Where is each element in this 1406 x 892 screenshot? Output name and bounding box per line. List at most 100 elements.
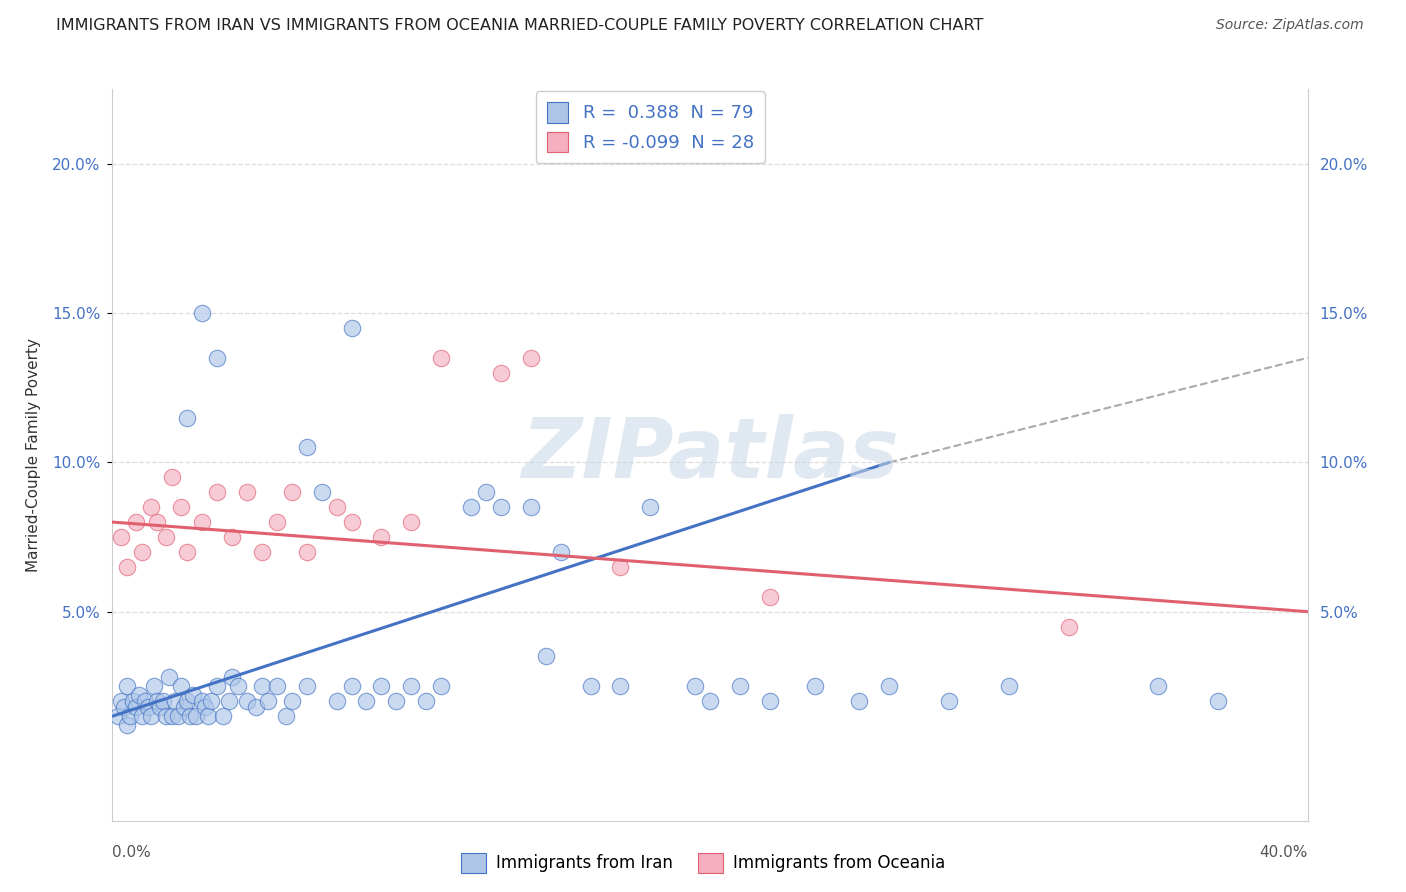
Point xyxy=(122,694,145,708)
Point xyxy=(281,694,304,708)
Point xyxy=(325,500,347,515)
Point xyxy=(848,694,870,708)
Point xyxy=(356,694,378,708)
Point xyxy=(250,545,273,559)
Point xyxy=(415,694,437,708)
Point xyxy=(170,679,193,693)
Point xyxy=(149,700,172,714)
Point xyxy=(205,351,228,365)
Point xyxy=(274,709,297,723)
Point xyxy=(699,694,721,708)
Point xyxy=(609,679,631,693)
Point xyxy=(176,410,198,425)
Point xyxy=(114,700,135,714)
Point xyxy=(107,709,129,723)
Point xyxy=(218,694,240,708)
Point xyxy=(128,688,150,702)
Point xyxy=(401,515,423,529)
Point xyxy=(167,709,190,723)
Point xyxy=(803,679,825,693)
Point xyxy=(191,694,214,708)
Point xyxy=(138,700,160,714)
Point xyxy=(155,709,177,723)
Point xyxy=(125,515,148,529)
Point xyxy=(534,649,557,664)
Point xyxy=(157,670,180,684)
Point xyxy=(1206,694,1229,708)
Point xyxy=(125,700,148,714)
Point xyxy=(170,500,193,515)
Point xyxy=(460,500,482,515)
Point xyxy=(489,500,512,515)
Point xyxy=(186,709,208,723)
Point xyxy=(141,709,163,723)
Point xyxy=(205,679,228,693)
Point xyxy=(520,351,543,365)
Point xyxy=(146,694,169,708)
Point xyxy=(226,679,249,693)
Point xyxy=(266,515,288,529)
Point xyxy=(212,709,235,723)
Point xyxy=(173,700,195,714)
Point xyxy=(385,694,408,708)
Point xyxy=(194,700,217,714)
Point xyxy=(401,679,423,693)
Point xyxy=(221,530,243,544)
Text: IMMIGRANTS FROM IRAN VS IMMIGRANTS FROM OCEANIA MARRIED-COUPLE FAMILY POVERTY CO: IMMIGRANTS FROM IRAN VS IMMIGRANTS FROM … xyxy=(56,18,984,33)
Point xyxy=(340,321,363,335)
Point xyxy=(152,694,174,708)
Point xyxy=(728,679,751,693)
Point xyxy=(155,530,177,544)
Legend: R =  0.388  N = 79, R = -0.099  N = 28: R = 0.388 N = 79, R = -0.099 N = 28 xyxy=(536,91,765,163)
Text: 0.0%: 0.0% xyxy=(112,845,152,860)
Point xyxy=(683,679,706,693)
Point xyxy=(266,679,288,693)
Point xyxy=(205,485,228,500)
Point xyxy=(325,694,347,708)
Y-axis label: Married-Couple Family Poverty: Married-Couple Family Poverty xyxy=(27,338,41,572)
Point xyxy=(131,709,153,723)
Point xyxy=(489,366,512,380)
Point xyxy=(245,700,267,714)
Point xyxy=(370,530,392,544)
Point xyxy=(640,500,662,515)
Point xyxy=(295,545,318,559)
Point xyxy=(281,485,304,500)
Point xyxy=(146,515,169,529)
Point xyxy=(191,515,214,529)
Point xyxy=(311,485,333,500)
Point xyxy=(162,470,183,484)
Point xyxy=(141,500,163,515)
Point xyxy=(117,679,139,693)
Point xyxy=(117,718,139,732)
Point xyxy=(520,500,543,515)
Point xyxy=(609,560,631,574)
Point xyxy=(197,709,219,723)
Text: ZIPatlas: ZIPatlas xyxy=(522,415,898,495)
Point xyxy=(998,679,1021,693)
Point xyxy=(938,694,960,708)
Point xyxy=(117,560,139,574)
Point xyxy=(257,694,280,708)
Point xyxy=(759,694,782,708)
Point xyxy=(1057,619,1080,633)
Point xyxy=(236,485,259,500)
Point xyxy=(340,515,363,529)
Point xyxy=(110,694,132,708)
Legend: Immigrants from Iran, Immigrants from Oceania: Immigrants from Iran, Immigrants from Oc… xyxy=(454,847,952,880)
Point xyxy=(759,590,782,604)
Text: 40.0%: 40.0% xyxy=(1260,845,1308,860)
Text: Source: ZipAtlas.com: Source: ZipAtlas.com xyxy=(1216,18,1364,32)
Point xyxy=(430,679,453,693)
Point xyxy=(295,441,318,455)
Point xyxy=(162,709,183,723)
Point xyxy=(430,351,453,365)
Point xyxy=(143,679,166,693)
Point xyxy=(221,670,243,684)
Point xyxy=(134,694,156,708)
Point xyxy=(250,679,273,693)
Point xyxy=(200,694,222,708)
Point xyxy=(475,485,498,500)
Point xyxy=(340,679,363,693)
Point xyxy=(179,709,201,723)
